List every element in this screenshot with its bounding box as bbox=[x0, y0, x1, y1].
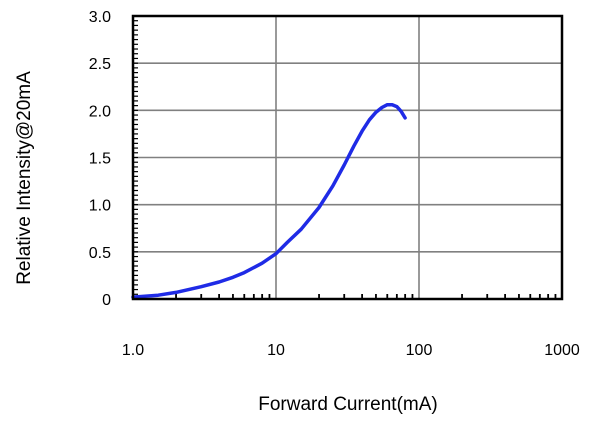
y-axis-label: Relative Intensity@20mA bbox=[14, 71, 35, 285]
y-tick-label: 0 bbox=[102, 292, 111, 309]
intensity-curve bbox=[131, 102, 407, 299]
y-tick-label: 1.0 bbox=[89, 198, 111, 215]
x-tick-labels: 1.0 10 100 1000 bbox=[122, 342, 580, 359]
x-tick-label: 1000 bbox=[544, 342, 580, 359]
y-tick-label: 1.5 bbox=[89, 151, 111, 168]
x-tick-label: 100 bbox=[406, 342, 433, 359]
x-tick-label: 10 bbox=[267, 342, 285, 359]
plot-frame bbox=[131, 14, 564, 301]
y-tick-label: 2.0 bbox=[89, 103, 111, 120]
y-tick-labels: 0 0.5 1.0 1.5 2.0 2.5 3.0 bbox=[89, 9, 111, 309]
x-axis-label: Forward Current(mA) bbox=[258, 394, 437, 415]
y-tick-label: 2.5 bbox=[89, 56, 111, 73]
y-tick-label: 0.5 bbox=[89, 245, 111, 262]
series-layer bbox=[131, 102, 407, 299]
x-tick-label: 1.0 bbox=[122, 342, 144, 359]
y-tick-label: 3.0 bbox=[89, 9, 111, 26]
